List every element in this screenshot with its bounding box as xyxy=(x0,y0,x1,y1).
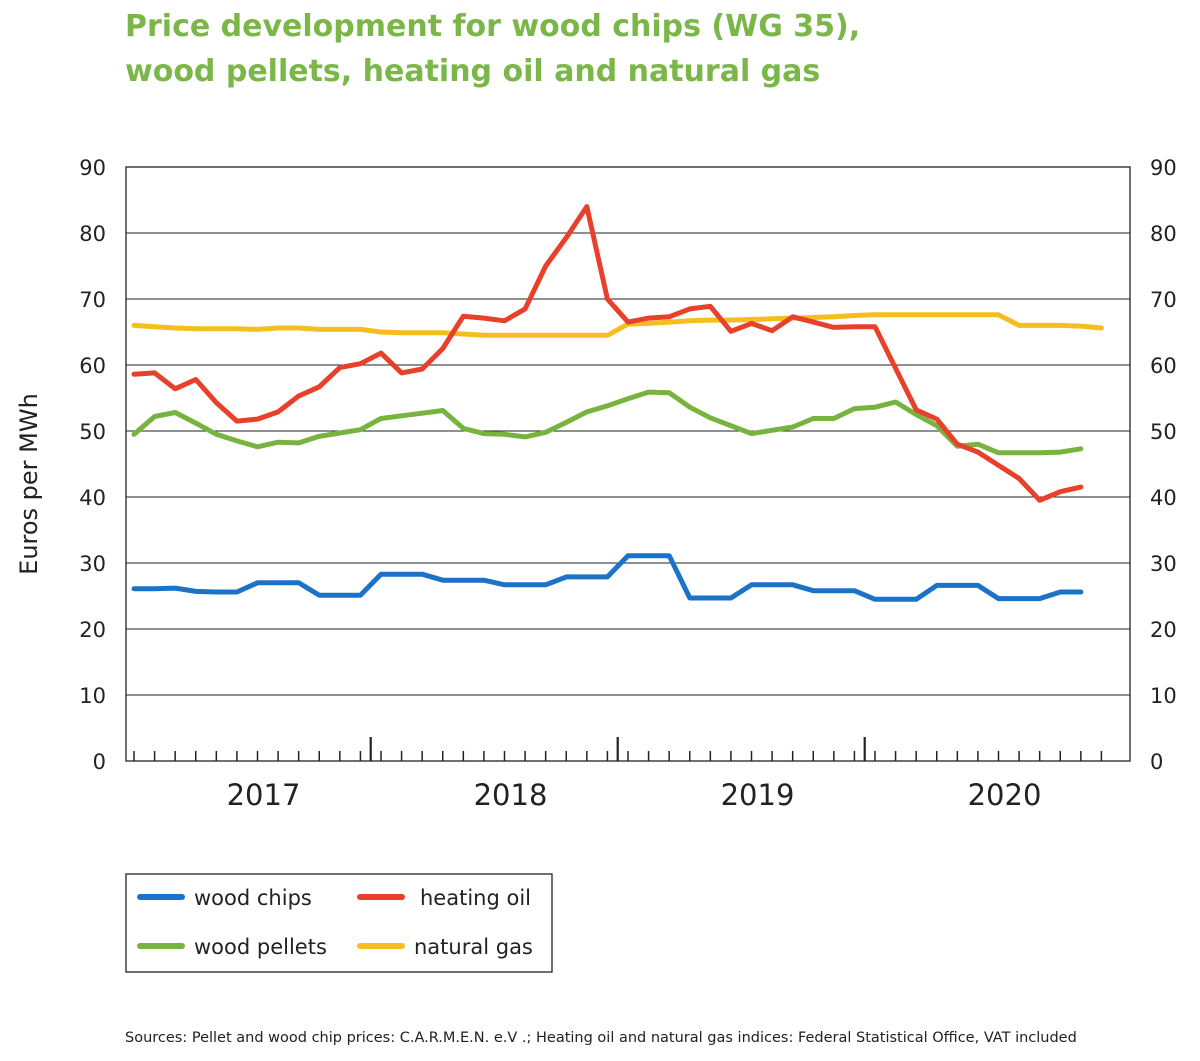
chart-title-line2: wood pellets, heating oil and natural ga… xyxy=(125,54,821,89)
legend-label-wood-pellets: wood pellets xyxy=(194,935,327,959)
legend-label-heating-oil: heating oil xyxy=(420,886,531,910)
chart-title-line1: Price development for wood chips (WG 35)… xyxy=(125,9,861,44)
y-axis-label: Euros per MWh xyxy=(15,393,43,575)
chart-title: Price development for wood chips (WG 35)… xyxy=(125,4,1125,94)
y-tick-label-left: 50 xyxy=(79,420,106,444)
y-tick-label-left: 30 xyxy=(79,552,106,576)
legend-box xyxy=(125,873,553,973)
x-year-label: 2018 xyxy=(474,778,548,812)
series-line-natural-gas xyxy=(131,312,1104,338)
series-line-heating-oil xyxy=(131,204,1084,503)
y-tick-label-right: 90 xyxy=(1150,156,1177,180)
plot-frame xyxy=(125,166,1131,762)
y-tick-label-right: 70 xyxy=(1150,288,1177,312)
y-tick-label-left: 0 xyxy=(93,750,106,774)
y-tick-label-right: 80 xyxy=(1150,222,1177,246)
legend-label-natural-gas: natural gas xyxy=(414,935,533,959)
y-tick-label-left: 10 xyxy=(79,684,106,708)
y-tick-label-left: 60 xyxy=(79,354,106,378)
series-line-wood-chips xyxy=(131,553,1084,602)
y-tick-label-right: 30 xyxy=(1150,552,1177,576)
x-year-label: 2019 xyxy=(721,778,795,812)
source-note: Sources: Pellet and wood chip prices: C.… xyxy=(125,1030,1077,1046)
series-line-wood-pellets xyxy=(131,389,1084,456)
x-year-label: 2020 xyxy=(968,778,1042,812)
y-tick-label-left: 90 xyxy=(79,156,106,180)
y-tick-label-right: 50 xyxy=(1150,420,1177,444)
y-tick-label-right: 20 xyxy=(1150,618,1177,642)
y-tick-label-right: 40 xyxy=(1150,486,1177,510)
x-year-label: 2017 xyxy=(227,778,301,812)
y-tick-label-right: 0 xyxy=(1150,750,1163,774)
y-tick-label-left: 70 xyxy=(79,288,106,312)
y-tick-label-left: 40 xyxy=(79,486,106,510)
y-tick-label-left: 20 xyxy=(79,618,106,642)
legend-label-wood-chips: wood chips xyxy=(194,886,312,910)
y-tick-label-left: 80 xyxy=(79,222,106,246)
y-tick-label-right: 60 xyxy=(1150,354,1177,378)
y-tick-label-right: 10 xyxy=(1150,684,1177,708)
